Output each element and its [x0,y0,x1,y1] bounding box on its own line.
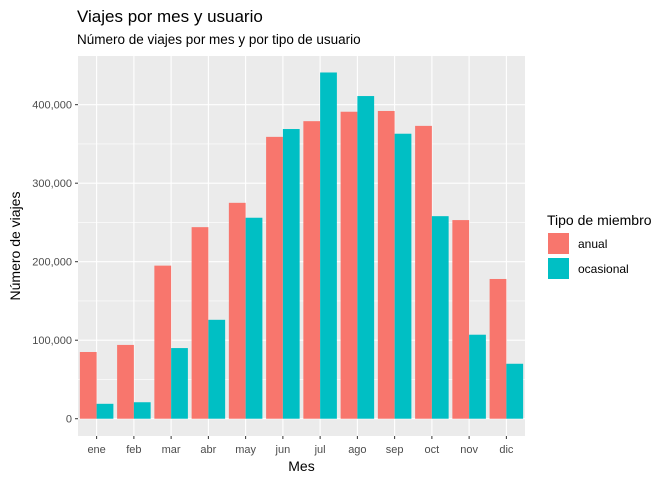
y-tick-label: 300,000 [32,178,72,190]
bar-ocasional-ago [357,96,375,419]
legend-key-anual [548,233,569,254]
bar-anual-ago [340,111,358,419]
bars [79,72,524,419]
bar-ocasional-dic [506,363,524,419]
legend-title: Tipo de miembro [547,212,652,228]
legend: Tipo de miembro anual ocasional [547,212,652,279]
bar-anual-jun [266,136,283,419]
bar-anual-jul [303,121,321,419]
x-tick-label: jun [275,444,291,456]
bar-ocasional-ene [96,403,114,419]
bar-ocasional-abr [208,319,226,419]
y-tick-label: 100,000 [32,335,72,347]
x-tick-label: dic [499,444,514,456]
x-axis-title: Mes [288,458,314,474]
x-tick-label: mar [162,444,181,456]
bar-ocasional-oct [431,216,449,419]
y-tick-label: 0 [66,414,72,426]
y-axis-title: Número de viajes [7,192,23,301]
bar-ocasional-feb [133,402,151,419]
bar-ocasional-jun [282,129,300,419]
bar-anual-ene [79,351,97,419]
bar-anual-dic [489,278,507,419]
legend-key-ocasional [548,258,569,279]
x-tick-label: ene [87,444,105,456]
bar-anual-oct [415,125,432,419]
y-tick-label: 200,000 [32,257,72,269]
x-tick-label: may [235,444,256,456]
y-axis-ticks: 0 100,000 200,000 300,000 400,000 [32,100,78,426]
bar-anual-sep [377,110,395,419]
x-tick-label: jul [314,444,326,456]
x-axis-ticks: ene feb mar abr may jun jul ago sep oct nov dic [87,436,514,456]
x-tick-label: feb [126,444,141,456]
x-tick-label: sep [386,444,404,456]
y-tick-label: 400,000 [32,100,72,112]
bar-anual-feb [117,344,134,419]
bar-ocasional-mar [171,348,188,419]
bar-anual-abr [191,227,209,419]
bar-anual-nov [452,220,470,419]
bar-ocasional-sep [394,133,412,419]
bar-ocasional-nov [469,334,486,419]
x-tick-label: oct [425,444,440,456]
plot-panel [78,56,525,436]
x-tick-label: abr [200,444,216,456]
bar-anual-mar [154,265,172,419]
x-tick-label: ago [348,444,366,456]
bar-anual-may [228,202,246,419]
legend-label-anual: anual [578,237,607,251]
chart-title: Viajes por mes y usuario [77,7,263,26]
x-tick-label: nov [460,444,478,456]
bar-ocasional-jul [320,72,337,419]
chart-subtitle: Número de viajes por mes y por tipo de u… [77,32,361,47]
legend-label-ocasional: ocasional [578,262,629,276]
bar-ocasional-may [245,217,263,419]
